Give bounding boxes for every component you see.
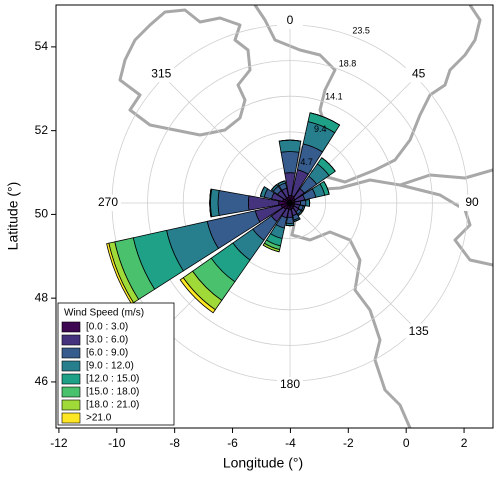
- legend-label: [15.0 : 18.0): [86, 387, 139, 398]
- legend-swatch: [62, 400, 80, 410]
- angular-grid: [290, 203, 416, 329]
- legend-label: [9.0 : 12.0): [86, 361, 134, 372]
- legend-swatch: [62, 361, 80, 371]
- legend: Wind Speed (m/s) [0.0 : 3.0) [3.0 : 6.0) […: [58, 303, 174, 425]
- radial-tick-label: 9.4: [314, 124, 327, 134]
- y-axis-label: Latitude (°): [5, 182, 21, 251]
- angle-label: 270: [98, 195, 118, 209]
- angle-label: 135: [409, 324, 429, 338]
- angle-label: 315: [151, 66, 171, 80]
- x-tick-label: -6: [227, 436, 238, 450]
- wind-segment: [281, 151, 299, 173]
- x-tick-label: -10: [108, 436, 126, 450]
- legend-swatch: [62, 335, 80, 345]
- y-tick-label: 52: [35, 123, 49, 137]
- y-tick-label: 54: [35, 39, 49, 53]
- x-tick-label: 2: [461, 436, 468, 450]
- legend-swatch: [62, 322, 80, 332]
- legend-label: [18.0 : 21.0): [86, 400, 139, 411]
- wind-segment: [279, 140, 301, 152]
- legend-label: [6.0 : 9.0): [86, 348, 128, 359]
- angle-label: 90: [465, 195, 479, 209]
- map-outline: [120, 5, 493, 428]
- legend-swatch: [62, 413, 80, 423]
- legend-label: [12.0 : 15.0): [86, 374, 139, 385]
- legend-label: [0.0 : 3.0): [86, 322, 128, 333]
- angle-label: 180: [280, 377, 300, 391]
- legend-title: Wind Speed (m/s): [64, 308, 144, 319]
- radial-tick-label: 23.5: [352, 26, 370, 36]
- x-axis-label: Longitude (°): [223, 455, 303, 471]
- y-tick-label: 50: [35, 207, 49, 221]
- y-tick-label: 46: [35, 374, 49, 388]
- legend-label: [3.0 : 6.0): [86, 335, 128, 346]
- y-tick-label: 48: [35, 290, 49, 304]
- wind-segment: [300, 200, 305, 206]
- legend-swatch: [62, 374, 80, 384]
- wind-segment: [306, 200, 310, 207]
- x-tick-label: 0: [403, 436, 410, 450]
- wind-segment: [210, 189, 219, 217]
- x-tick-label: -2: [343, 436, 354, 450]
- legend-label: >21.0: [86, 413, 112, 424]
- x-tick-label: -8: [169, 436, 180, 450]
- wind-segment: [218, 191, 249, 216]
- x-tick-label: -12: [50, 436, 68, 450]
- legend-swatch: [62, 348, 80, 358]
- radial-tick-label: 4.7: [300, 157, 313, 167]
- legend-swatch: [62, 387, 80, 397]
- x-tick-label: -4: [285, 436, 296, 450]
- angle-label: 0: [287, 13, 294, 27]
- angle-label: 45: [412, 66, 426, 80]
- radial-tick-label: 18.8: [339, 58, 357, 68]
- wind-segment: [286, 217, 293, 223]
- angular-grid: [164, 77, 290, 203]
- radial-tick-label: 14.1: [325, 91, 343, 101]
